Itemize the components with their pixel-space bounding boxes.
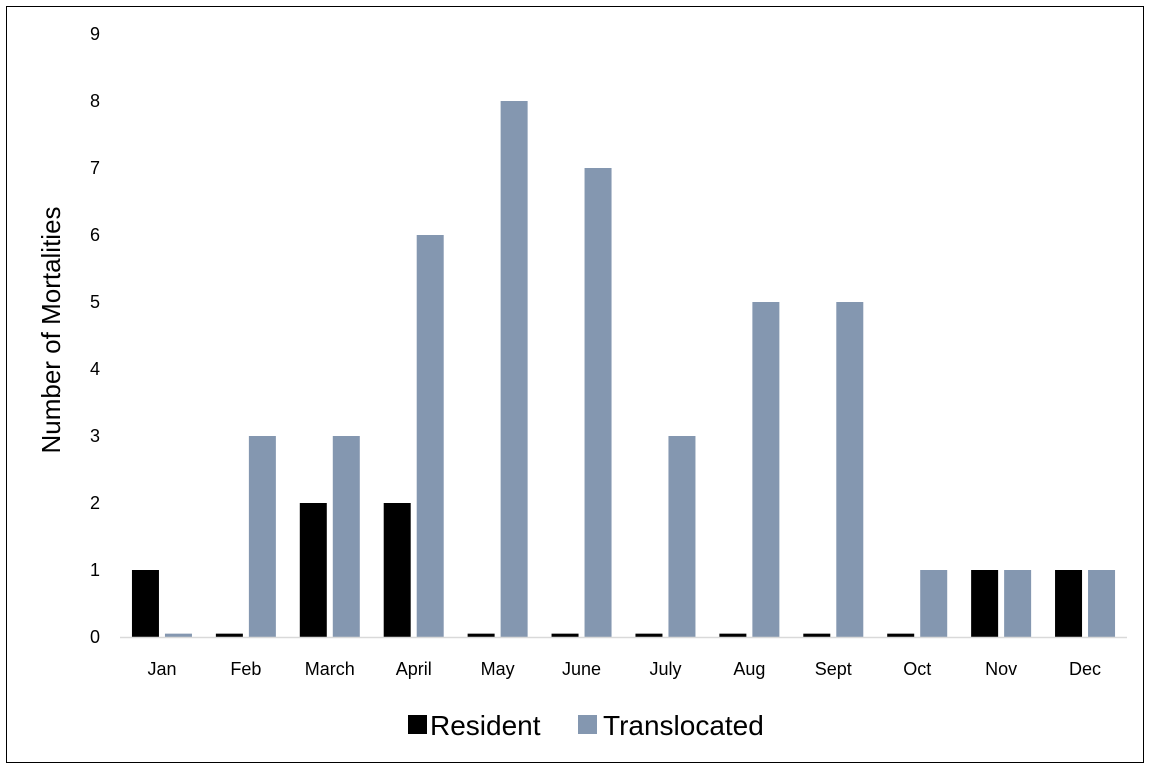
bar-resident-jan: [131, 570, 159, 637]
y-axis-ticks: 0 1 2 3 4 5 6 7 8 9: [90, 24, 100, 647]
bar-resident-june: [551, 633, 579, 637]
y-tick-label: 1: [90, 560, 100, 580]
x-tick-label: Dec: [1069, 659, 1101, 679]
bar-translocated-may: [500, 101, 528, 637]
bar-resident-may: [467, 633, 495, 637]
y-tick-label: 3: [90, 426, 100, 446]
y-tick-label: 0: [90, 627, 100, 647]
bars: [131, 101, 1116, 637]
x-tick-label: June: [562, 659, 601, 679]
bar-resident-march: [299, 503, 327, 637]
bar-resident-feb: [215, 633, 243, 637]
x-tick-label: Sept: [815, 659, 852, 679]
legend: Resident Translocated: [408, 710, 764, 741]
bar-translocated-june: [584, 168, 612, 637]
y-tick-label: 8: [90, 91, 100, 111]
legend-label-resident: Resident: [430, 710, 541, 741]
x-tick-label: Oct: [903, 659, 931, 679]
x-tick-label: July: [649, 659, 681, 679]
bar-translocated-aug: [752, 302, 780, 637]
y-tick-label: 4: [90, 359, 100, 379]
bar-resident-july: [635, 633, 663, 637]
y-tick-label: 2: [90, 493, 100, 513]
x-tick-label: Jan: [147, 659, 176, 679]
x-tick-label: Nov: [985, 659, 1017, 679]
x-axis-ticks: Jan Feb March April May June July Aug Sept Oct Nov…: [147, 659, 1101, 679]
bar-translocated-feb: [248, 436, 276, 637]
bar-resident-april: [383, 503, 411, 637]
legend-swatch-translocated: [578, 715, 597, 734]
bar-translocated-jan: [164, 633, 192, 637]
y-tick-label: 5: [90, 292, 100, 312]
bar-translocated-sept: [836, 302, 864, 637]
bar-resident-aug: [719, 633, 747, 637]
bar-resident-dec: [1055, 570, 1083, 637]
bar-translocated-april: [416, 235, 444, 637]
bar-translocated-july: [668, 436, 696, 637]
bar-translocated-nov: [1004, 570, 1032, 637]
bar-resident-sept: [803, 633, 831, 637]
bar-resident-nov: [971, 570, 999, 637]
y-tick-label: 9: [90, 24, 100, 44]
x-tick-label: May: [481, 659, 515, 679]
bar-translocated-dec: [1088, 570, 1116, 637]
bar-resident-oct: [887, 633, 915, 637]
legend-label-translocated: Translocated: [603, 710, 764, 741]
y-tick-label: 6: [90, 225, 100, 245]
y-tick-label: 7: [90, 158, 100, 178]
x-tick-label: March: [305, 659, 355, 679]
bar-translocated-oct: [920, 570, 948, 637]
x-tick-label: April: [396, 659, 432, 679]
legend-swatch-resident: [408, 715, 427, 734]
x-tick-label: Aug: [733, 659, 765, 679]
y-axis-label: Number of Mortalities: [36, 206, 66, 453]
x-tick-label: Feb: [230, 659, 261, 679]
bar-translocated-march: [332, 436, 360, 637]
